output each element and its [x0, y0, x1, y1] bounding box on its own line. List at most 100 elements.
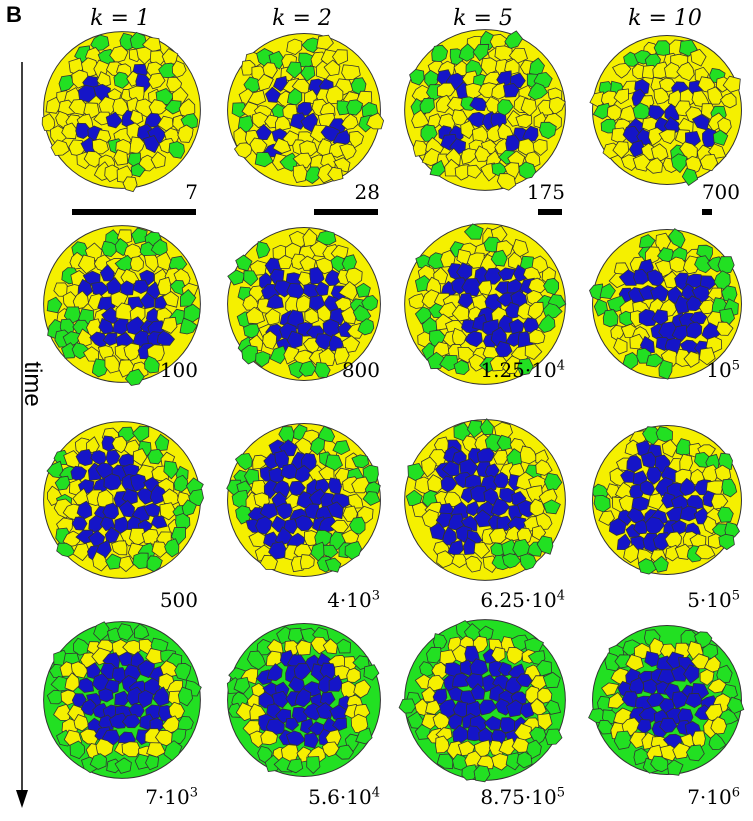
cell	[601, 682, 620, 696]
cell	[516, 751, 533, 769]
cell	[259, 554, 278, 570]
time-axis-arrowhead	[16, 790, 28, 808]
cell	[150, 515, 168, 529]
cell	[501, 553, 522, 569]
cell	[62, 530, 81, 548]
cell	[125, 316, 145, 335]
cell	[164, 99, 182, 115]
cell	[233, 142, 253, 159]
cell	[667, 228, 686, 249]
cell	[513, 264, 527, 283]
cell	[718, 533, 735, 551]
cell	[424, 69, 439, 89]
cell	[440, 475, 458, 493]
cell	[105, 111, 123, 129]
cell	[132, 425, 150, 443]
cell	[716, 321, 734, 336]
cell	[151, 541, 169, 558]
cell	[77, 328, 92, 349]
cell	[518, 161, 537, 180]
cell	[130, 473, 147, 492]
cell	[642, 678, 660, 695]
cell	[699, 668, 715, 686]
cell	[602, 309, 619, 328]
aggregate-row4-col2	[226, 623, 381, 777]
cell	[355, 282, 371, 298]
cell	[325, 454, 343, 473]
cell	[477, 280, 493, 296]
cell	[672, 742, 690, 760]
cell	[348, 516, 366, 535]
cell	[431, 661, 449, 679]
cell	[341, 64, 361, 81]
cell	[664, 531, 683, 549]
cell	[71, 516, 88, 531]
cell	[473, 765, 491, 783]
cell	[528, 329, 546, 345]
cell	[600, 90, 619, 108]
cell	[104, 526, 121, 545]
cell	[173, 474, 188, 493]
time-label-row4-col1: 7·103	[145, 785, 198, 809]
cell	[679, 505, 699, 522]
cell	[613, 337, 628, 355]
panel-letter: B	[6, 2, 22, 27]
cell	[326, 501, 344, 520]
cell	[234, 453, 253, 471]
cell	[408, 293, 426, 309]
cell	[294, 464, 312, 483]
cell	[483, 715, 502, 731]
cell	[122, 639, 142, 656]
cell	[349, 130, 364, 149]
cell	[295, 294, 312, 313]
cell	[323, 544, 339, 559]
cell	[685, 744, 705, 762]
cell	[98, 688, 114, 703]
cell	[622, 352, 639, 370]
cell	[93, 59, 110, 79]
cell	[658, 359, 673, 380]
cell	[651, 143, 669, 162]
cell	[612, 63, 632, 79]
cell	[296, 101, 313, 116]
cell	[96, 489, 114, 509]
cell	[256, 638, 274, 656]
cell	[536, 535, 554, 555]
cell	[472, 43, 490, 62]
cell	[113, 71, 130, 89]
cell	[121, 741, 141, 758]
cell	[316, 34, 334, 50]
aggregate-row1-col4	[589, 35, 742, 186]
cell	[520, 97, 537, 117]
cell	[129, 256, 144, 272]
cell	[426, 646, 443, 664]
aggregate-row2-col3	[404, 223, 567, 385]
cell	[490, 249, 508, 267]
cell	[467, 164, 483, 179]
cell	[159, 502, 178, 521]
cell	[262, 330, 278, 350]
cell	[285, 717, 300, 732]
time-label-row2-col4: 105	[706, 358, 740, 382]
cell	[502, 355, 521, 375]
cell	[599, 283, 616, 300]
cell	[447, 686, 464, 702]
cell	[628, 140, 645, 158]
cell	[691, 90, 710, 107]
cell	[363, 664, 380, 681]
cell	[255, 123, 273, 141]
cell	[338, 281, 358, 302]
cell	[460, 515, 478, 532]
cell	[698, 347, 716, 366]
cell	[294, 515, 315, 532]
cell	[272, 137, 292, 154]
cell	[336, 638, 352, 654]
cell	[235, 505, 252, 525]
cell	[357, 318, 375, 336]
cell	[452, 672, 470, 688]
cell	[504, 58, 520, 75]
cell	[46, 296, 63, 314]
cell	[522, 125, 539, 142]
aggregate-row3-col2	[226, 423, 381, 577]
